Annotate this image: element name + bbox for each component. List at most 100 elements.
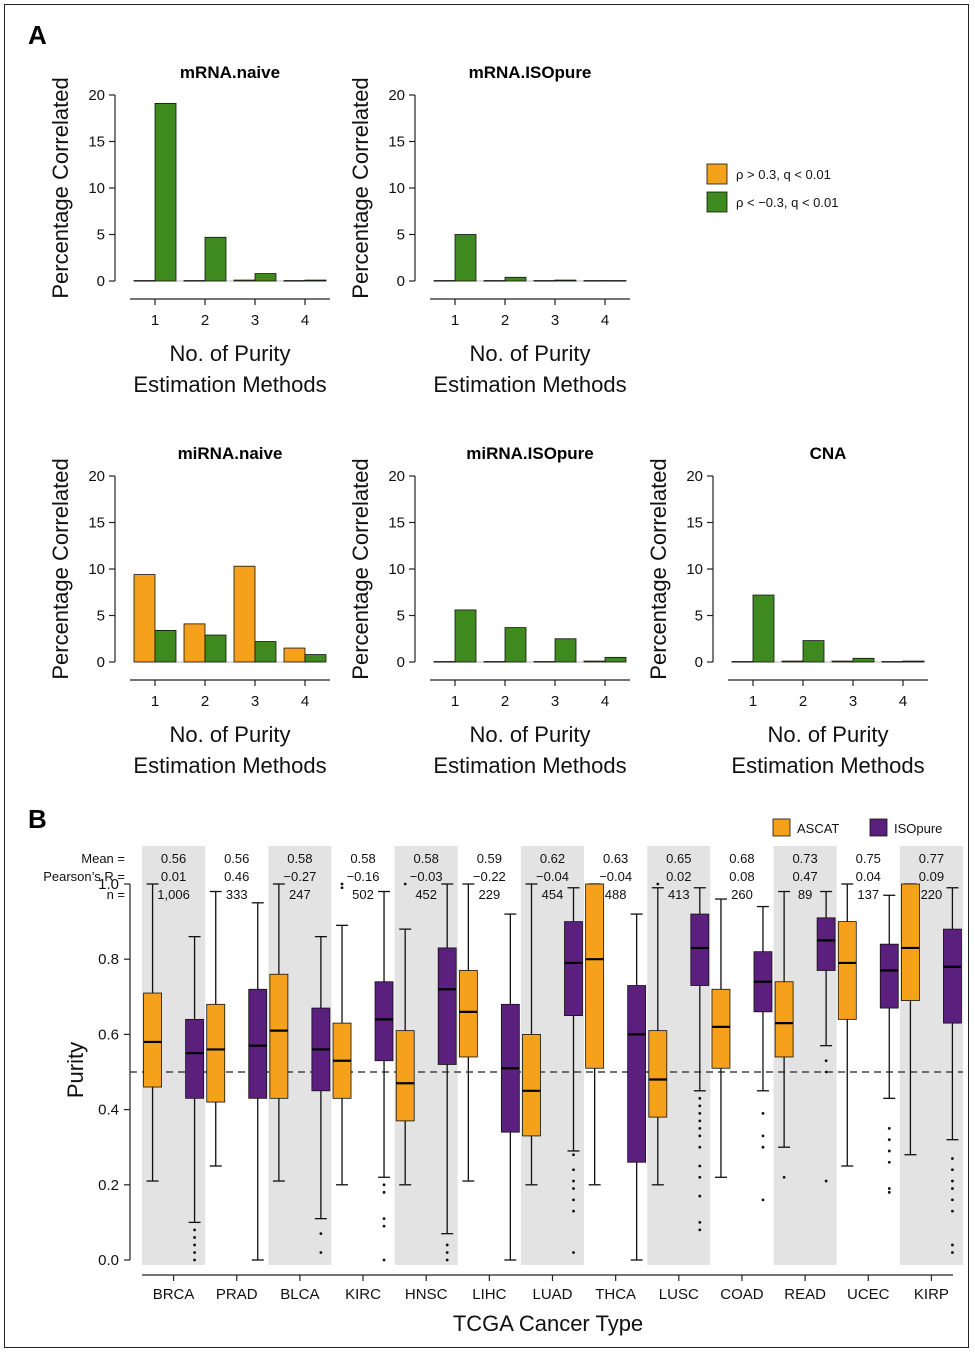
bar-positive (533, 661, 556, 663)
stat-mean: 0.58 (414, 851, 439, 866)
outlier-point (698, 1228, 702, 1232)
x-tick-label: 1 (749, 693, 757, 710)
y-tick-label: 15 (388, 134, 405, 151)
outlier-point (698, 1145, 702, 1149)
box-iqr (522, 1034, 541, 1137)
outlier-point (382, 1183, 386, 1187)
x-tick-label: 3 (251, 312, 259, 329)
bar-positive (583, 660, 606, 663)
outlier-point (445, 1251, 449, 1254)
stat-pearson: −0.04 (599, 869, 632, 884)
outlier-point (761, 1134, 765, 1138)
y-tick-label: 0.2 (98, 1177, 119, 1194)
bar-chart-1: mRNA.naive 0 5 10 15 20 Percentage Correlated 1… (48, 63, 330, 397)
stat-mean: 0.58 (350, 851, 375, 866)
panel-a-label: A (28, 20, 47, 50)
bar-positive (233, 279, 256, 282)
outlier-point (951, 1198, 954, 1202)
box-iqr (585, 883, 605, 1069)
outlier-point (887, 1160, 891, 1164)
box-iqr (774, 981, 794, 1058)
bar-negative (604, 280, 627, 282)
y-axis-label: Percentage Correlated (646, 458, 671, 679)
box-isopure (753, 905, 773, 1202)
box-iqr (143, 992, 162, 1088)
x-tick-label: COAD (720, 1286, 764, 1303)
outlier-point (193, 1243, 196, 1247)
stat-mean: 0.62 (540, 851, 565, 866)
box-iqr (837, 921, 857, 1020)
x-tick-label: 4 (899, 693, 907, 710)
bar-positive (183, 280, 206, 282)
outlier-point (951, 1243, 954, 1247)
box-isopure (248, 902, 268, 1261)
y-tick-label: 0.4 (98, 1102, 119, 1119)
stat-pearson: −0.27 (283, 869, 316, 884)
y-tick-label: 10 (686, 561, 703, 578)
x-tick-label: 2 (501, 312, 509, 329)
x-tick-label: 2 (201, 312, 209, 329)
outlier-point (824, 1179, 828, 1183)
bar-negative (752, 594, 775, 663)
outlier-point (340, 882, 344, 886)
x-axis-label-line1: No. of Purity (469, 722, 590, 747)
box-isopure (879, 894, 899, 1194)
box-iqr (269, 973, 289, 1099)
outlier-point (887, 1187, 891, 1190)
legend-label: ISOpure (894, 821, 942, 836)
outlier-point (887, 1149, 891, 1153)
outlier-point (572, 1168, 575, 1172)
outlier-point (951, 1209, 954, 1213)
stat-pearson: −0.03 (410, 869, 443, 884)
stat-pearson: 0.02 (666, 869, 691, 884)
box-iqr (879, 943, 899, 1009)
bar-negative (204, 236, 227, 282)
stat-n: 260 (731, 887, 753, 902)
y-tick-label: 0.6 (98, 1026, 119, 1043)
box-iqr (248, 988, 268, 1099)
y-tick-label: 5 (397, 608, 405, 625)
box-isopure (564, 887, 583, 1254)
box-isopure (627, 913, 647, 1261)
outlier-point (761, 1145, 765, 1149)
x-axis-label-line2: Estimation Methods (133, 753, 326, 778)
stat-mean: 0.77 (919, 851, 944, 866)
legend-label: ρ > 0.3, q < 0.01 (736, 167, 831, 182)
box-iqr (816, 917, 836, 971)
box-ascat (143, 883, 162, 1182)
x-tick-label: LUAD (532, 1286, 572, 1303)
x-tick-label: THCA (595, 1286, 636, 1303)
y-tick-label: 20 (88, 87, 105, 104)
box-iqr (185, 1018, 204, 1099)
x-tick-label: LIHC (472, 1286, 506, 1303)
x-tick-label: BLCA (280, 1286, 319, 1303)
outlier-point (656, 882, 660, 886)
stat-n: 220 (921, 887, 943, 902)
y-tick-label: 15 (686, 515, 703, 532)
x-tick-label: KIRC (345, 1286, 381, 1303)
y-axis-label: Percentage Correlated (348, 77, 373, 298)
box-ascat (522, 883, 541, 1186)
x-axis-label-line1: No. of Purity (169, 722, 290, 747)
outlier-point (761, 1198, 765, 1202)
stat-pearson: 0.04 (856, 869, 881, 884)
outlier-point (572, 1198, 575, 1202)
outlier-point (193, 1236, 196, 1239)
outlier-point (382, 1258, 386, 1262)
outlier-point (887, 1190, 891, 1194)
stat-pearson: 0.47 (792, 869, 817, 884)
outlier-point (382, 1217, 386, 1221)
box-iqr (648, 1030, 668, 1118)
stat-n: 89 (798, 887, 812, 902)
x-axis-label: TCGA Cancer Type (453, 1311, 643, 1336)
bar-negative (454, 234, 477, 282)
bar-negative (554, 279, 577, 282)
box-ascat (774, 890, 794, 1179)
stat-mean: 0.59 (477, 851, 502, 866)
outlier-point (382, 1190, 386, 1194)
y-tick-label: 0 (695, 654, 703, 671)
chart-title: mRNA.naive (180, 63, 280, 82)
outlier-point (319, 1251, 323, 1254)
bar-positive (283, 280, 306, 282)
y-tick-label: 5 (695, 608, 703, 625)
